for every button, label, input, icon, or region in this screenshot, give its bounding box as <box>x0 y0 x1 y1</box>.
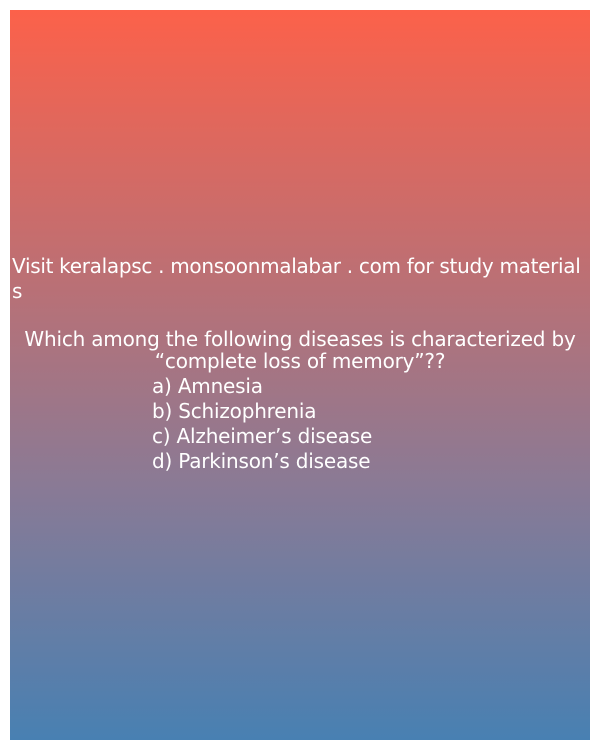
option-c: c) Alzheimer’s disease <box>152 424 373 448</box>
question-line-2: “complete loss of memory”?? <box>154 349 446 373</box>
option-a: a) Amnesia <box>152 374 263 398</box>
option-d: d) Parkinson’s disease <box>152 449 371 473</box>
question-card: Visit keralapsc . monsoonmalabar . com f… <box>10 10 590 740</box>
promo-text: Visit keralapsc . monsoonmalabar . com f… <box>12 254 581 303</box>
option-b: b) Schizophrenia <box>152 399 317 423</box>
question-line-1: Which among the following diseases is ch… <box>24 327 576 351</box>
question-text: Which among the following diseases is ch… <box>10 328 590 372</box>
answer-options: a) Amnesia b) Schizophrenia c) Alzheimer… <box>152 374 372 474</box>
